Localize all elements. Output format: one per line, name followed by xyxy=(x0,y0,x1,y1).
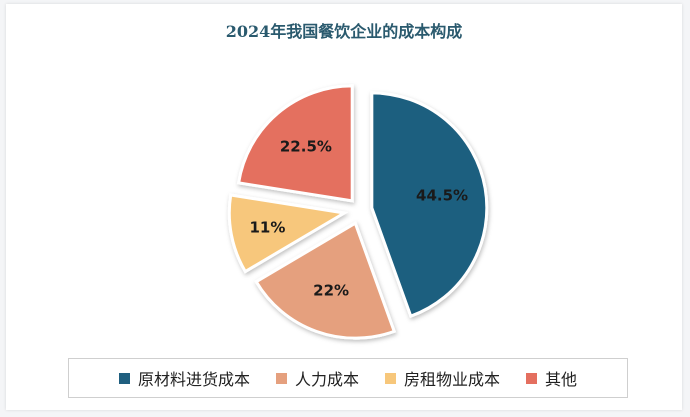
legend-swatch xyxy=(526,372,538,384)
legend-swatch xyxy=(275,372,287,384)
legend-label: 房租物业成本 xyxy=(404,370,501,389)
pie-chart: 44.5% 22% 11% 22.5% xyxy=(227,84,489,340)
legend-item-raw-materials: 原材料进货成本 xyxy=(118,366,250,390)
chart-card: 2024年我国餐饮企业的成本构成 44.5% 22% 11% 22.5% 原材料进货成… xyxy=(6,4,682,410)
pie-slice xyxy=(254,220,397,340)
legend-item-rent: 房租物业成本 xyxy=(385,366,500,390)
slice-data-label: 11% xyxy=(250,219,286,237)
legend-label: 人力成本 xyxy=(294,370,359,389)
pie-slice xyxy=(236,84,354,203)
pie-slice xyxy=(370,91,489,319)
legend: 原材料进货成本 人力成本 房租物业成本 其他 xyxy=(68,358,628,398)
legend-swatch xyxy=(118,372,130,384)
slice-data-label: 22.5% xyxy=(280,138,332,156)
legend-item-other: 其他 xyxy=(526,366,577,390)
legend-label: 原材料进货成本 xyxy=(137,370,250,389)
legend-swatch xyxy=(385,372,396,384)
slice-data-label: 44.5% xyxy=(416,187,468,205)
pie-slice xyxy=(227,193,349,274)
slice-data-label: 22% xyxy=(313,281,349,299)
legend-item-labor: 人力成本 xyxy=(275,366,359,390)
legend-label: 其他 xyxy=(545,370,578,389)
chart-title: 2024年我国餐饮企业的成本构成 xyxy=(225,22,463,41)
